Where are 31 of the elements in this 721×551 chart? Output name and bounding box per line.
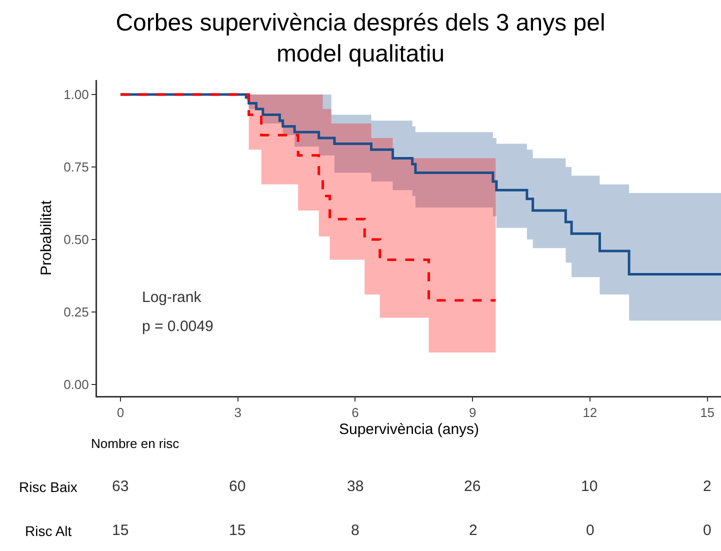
y-tick-label: 0.50 bbox=[64, 232, 89, 247]
text: 63 bbox=[112, 478, 129, 495]
x-tick-label: 6 bbox=[352, 405, 359, 420]
text: 10 bbox=[581, 478, 598, 495]
y-tick-label: 0.75 bbox=[64, 160, 89, 175]
y-tick-label: 0.00 bbox=[64, 376, 89, 392]
x-tick-label: 12 bbox=[582, 405, 598, 420]
text: 2 bbox=[469, 522, 478, 539]
text: Risc Alt bbox=[25, 523, 72, 539]
y-tick-label: 1.00 bbox=[64, 87, 89, 102]
text: 38 bbox=[347, 478, 364, 495]
text: 60 bbox=[229, 478, 246, 495]
x-tick-label: 0 bbox=[116, 405, 124, 420]
text: 0 bbox=[586, 522, 594, 539]
text: 15 bbox=[112, 522, 129, 539]
text: 8 bbox=[351, 522, 360, 539]
text: 26 bbox=[464, 478, 481, 495]
text: 15 bbox=[229, 522, 246, 539]
chart-title: Corbes supervivència després dels 3 anys pel model qualitatiu bbox=[116, 9, 606, 68]
text: 2 bbox=[703, 478, 712, 495]
text: Nombre en risc bbox=[91, 436, 180, 451]
x-tick-label: 3 bbox=[234, 405, 242, 420]
annotation: Log-rank bbox=[142, 289, 202, 306]
y-tick-label: 0.25 bbox=[64, 304, 89, 320]
x-tick-label: 15 bbox=[700, 405, 715, 420]
y-axis-title: Probabilitat bbox=[38, 200, 56, 276]
x-tick-label: 9 bbox=[468, 405, 476, 420]
text: 0 bbox=[703, 522, 712, 539]
text: Risc Baix bbox=[19, 479, 78, 495]
x-axis-title: Supervivència (anys) bbox=[338, 420, 480, 438]
annotation: p = 0.0049 bbox=[142, 318, 214, 335]
